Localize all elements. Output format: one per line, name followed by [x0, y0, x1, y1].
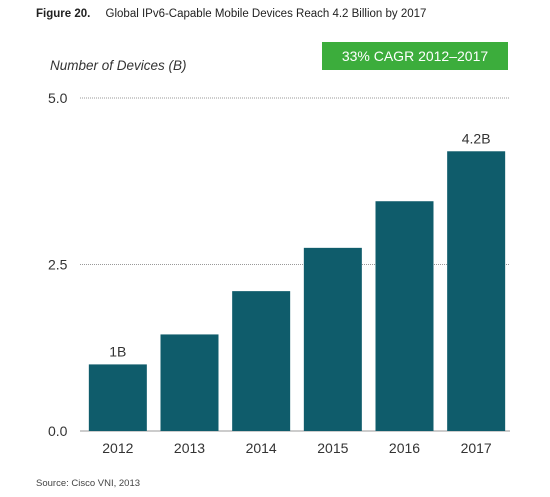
x-tick-label: 2017	[461, 440, 492, 456]
x-tick-label: 2014	[246, 440, 277, 456]
figure-header: Figure 20. Global IPv6-Capable Mobile De…	[36, 8, 426, 20]
bar-2016	[375, 201, 434, 431]
x-tick-label: 2015	[317, 440, 348, 456]
bar-2012	[88, 364, 147, 431]
data-label: 1B	[109, 343, 126, 359]
bar-2017	[447, 151, 506, 431]
x-tick-label: 2012	[102, 440, 133, 456]
y-axis-label: Number of Devices (B)	[50, 58, 187, 73]
figure-title: Global IPv6-Capable Mobile Devices Reach…	[105, 8, 427, 20]
x-tick-label: 2013	[174, 440, 205, 456]
y-tick-label: 0.0	[48, 423, 68, 439]
figure-number: Figure 20.	[36, 8, 91, 20]
y-tick-label: 5.0	[48, 90, 68, 106]
source-note: Source: Cisco VNI, 2013	[36, 478, 141, 489]
bar-2014	[232, 291, 291, 431]
bar-2015	[303, 247, 362, 431]
y-tick-label: 2.5	[48, 257, 68, 273]
x-tick-label: 2016	[389, 440, 420, 456]
data-label: 4.2B	[462, 130, 491, 146]
cagr-badge: 33% CAGR 2012–2017	[322, 42, 508, 70]
bar-2013	[160, 334, 219, 431]
